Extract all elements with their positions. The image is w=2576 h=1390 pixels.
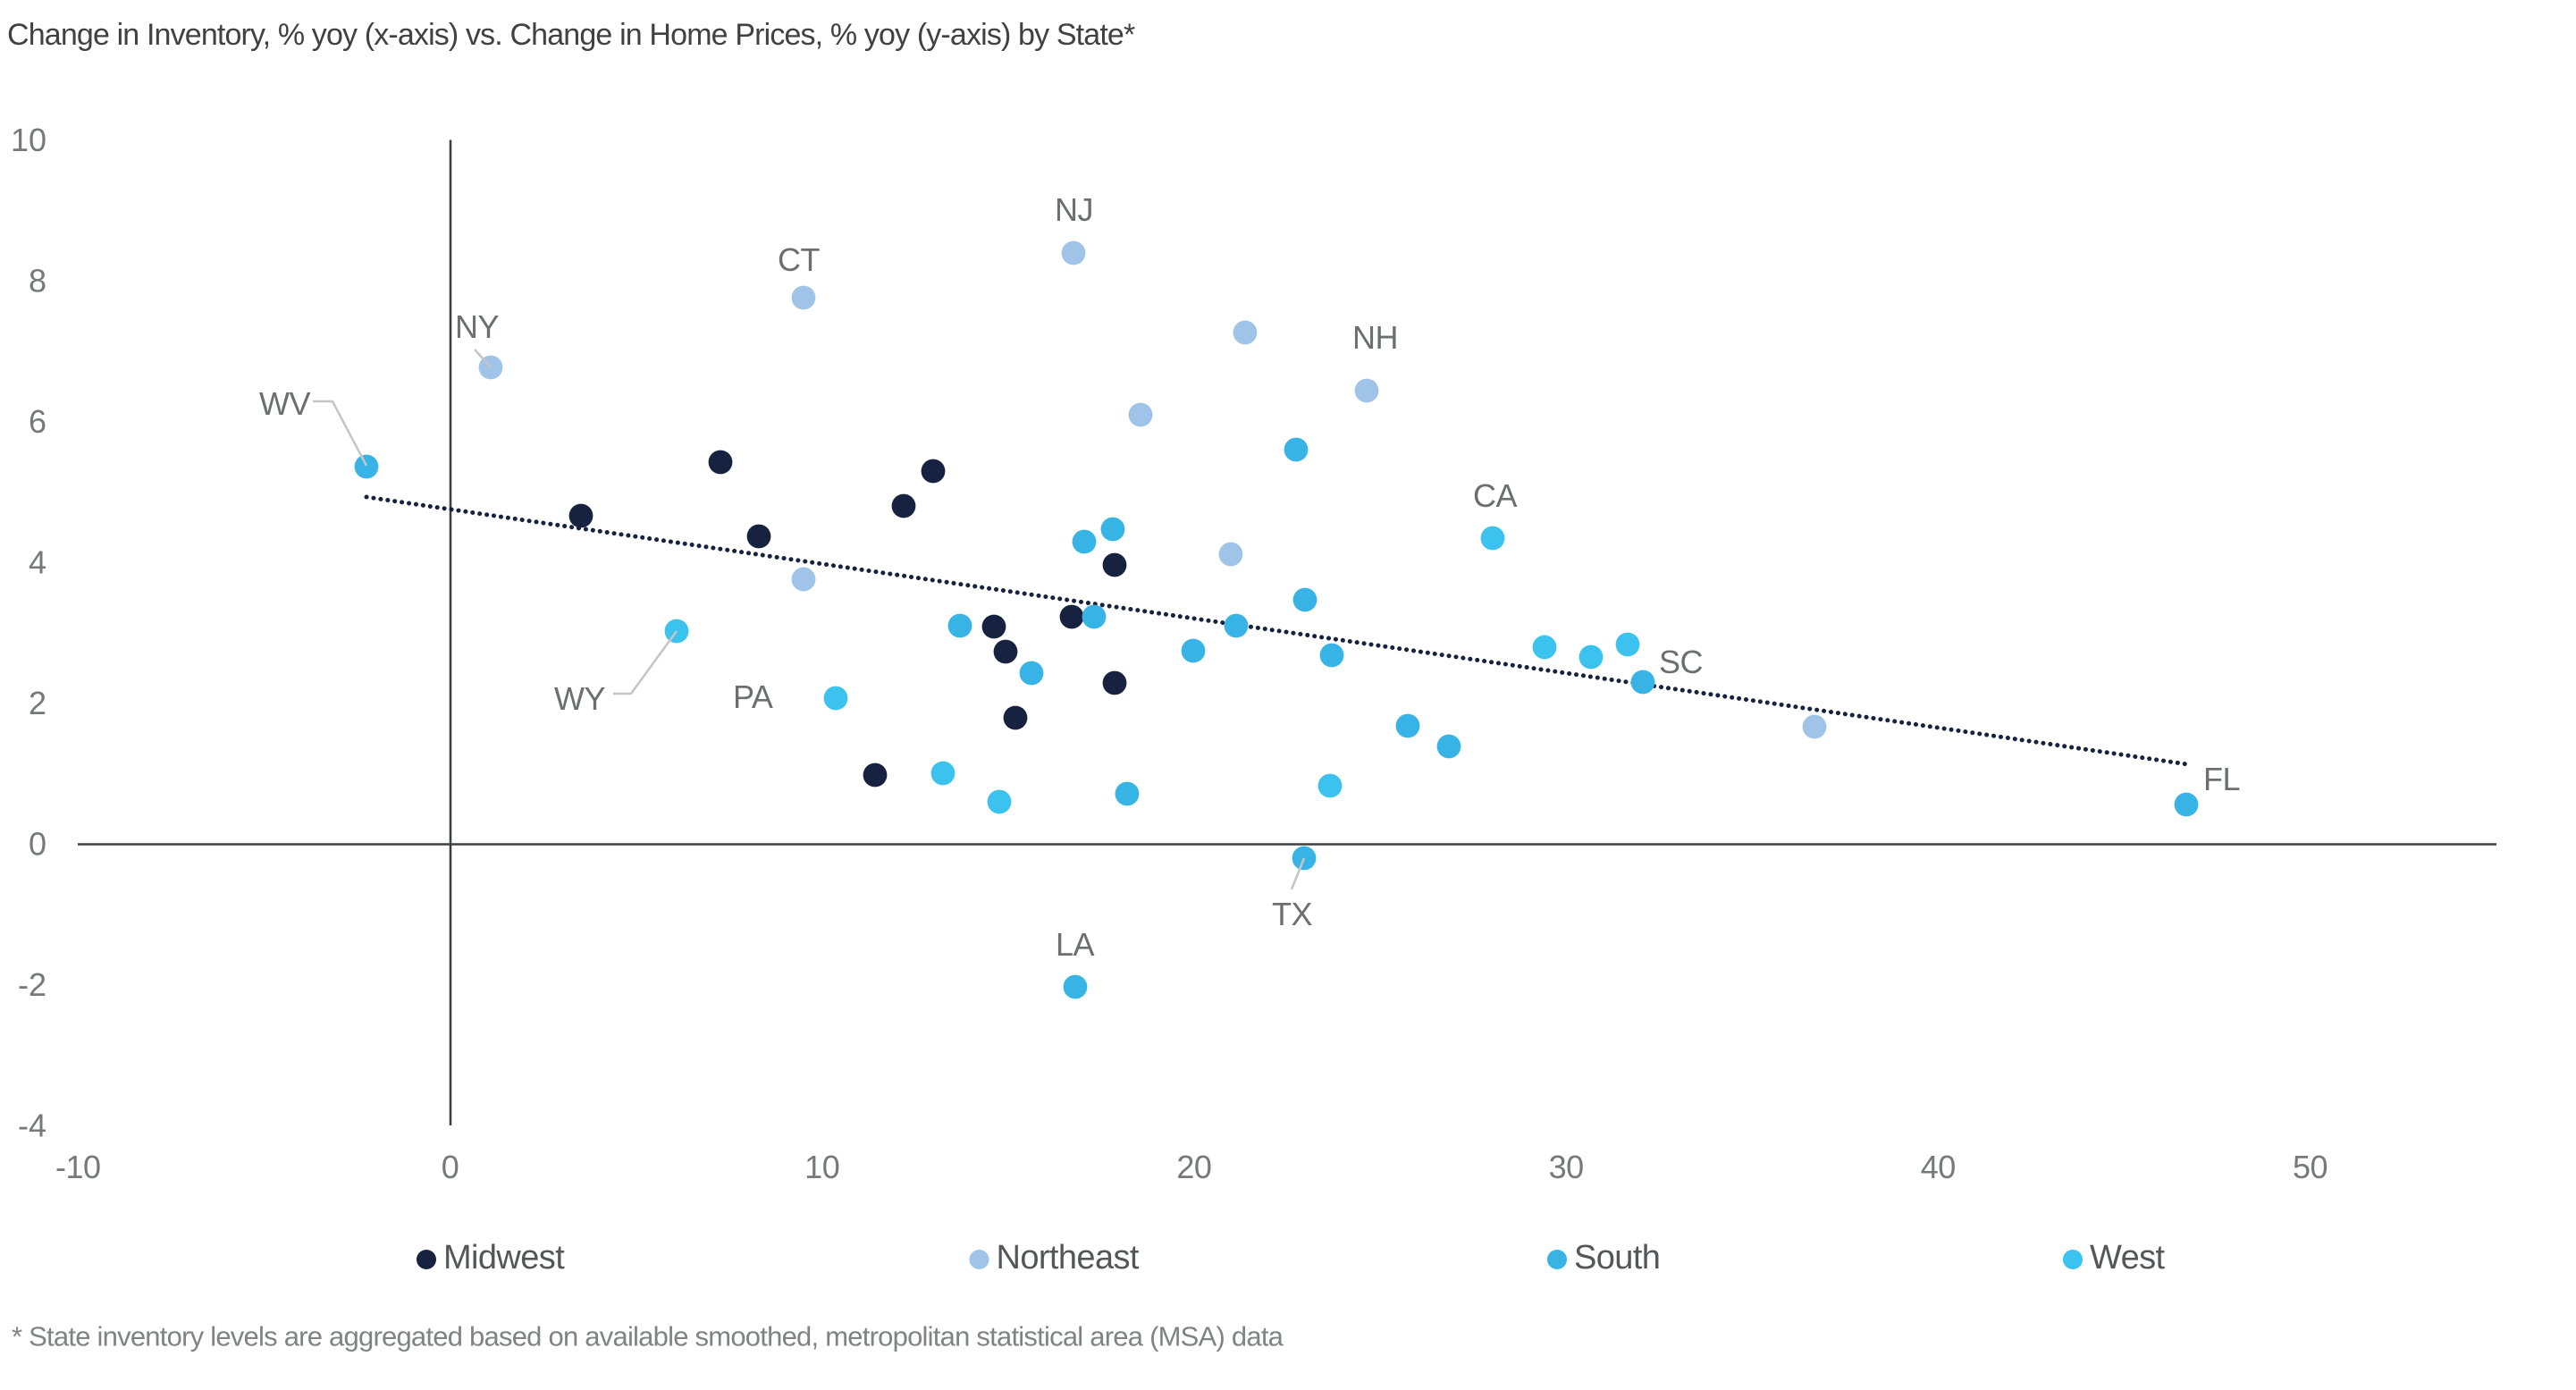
svg-text:8: 8	[29, 263, 46, 299]
svg-text:Northeast: Northeast	[997, 1239, 1140, 1276]
svg-text:-2: -2	[18, 966, 46, 1003]
svg-text:30: 30	[1549, 1149, 1584, 1185]
svg-text:Change in Inventory, % yoy (x-: Change in Inventory, % yoy (x-axis) vs. …	[7, 18, 1135, 52]
svg-text:WY: WY	[554, 680, 605, 717]
svg-text:20: 20	[1176, 1149, 1211, 1185]
svg-text:TX: TX	[1272, 896, 1312, 932]
svg-text:6: 6	[29, 403, 46, 440]
svg-text:West: West	[2090, 1239, 2166, 1276]
svg-text:NJ: NJ	[1055, 191, 1093, 228]
svg-text:10: 10	[11, 122, 46, 158]
svg-text:40: 40	[1921, 1149, 1956, 1185]
svg-text:FL: FL	[2203, 761, 2240, 797]
svg-text:4: 4	[29, 544, 46, 581]
svg-text:2: 2	[29, 685, 46, 721]
svg-text:NY: NY	[455, 308, 499, 345]
svg-text:PA: PA	[733, 678, 773, 715]
svg-text:50: 50	[2293, 1149, 2328, 1185]
svg-text:South: South	[1574, 1239, 1660, 1276]
svg-text:-10: -10	[55, 1149, 101, 1185]
svg-text:-4: -4	[18, 1108, 46, 1144]
svg-text:10: 10	[804, 1149, 839, 1185]
svg-text:WV: WV	[259, 385, 310, 422]
svg-text:SC: SC	[1659, 644, 1703, 680]
svg-text:0: 0	[29, 826, 46, 863]
svg-text:* State inventory levels are a: * State inventory levels are aggregated …	[12, 1321, 1284, 1352]
svg-text:NH: NH	[1352, 319, 1398, 356]
svg-text:0: 0	[442, 1149, 459, 1185]
svg-text:LA: LA	[1056, 926, 1095, 963]
svg-text:Midwest: Midwest	[443, 1239, 565, 1276]
svg-text:CA: CA	[1473, 477, 1517, 514]
svg-text:CT: CT	[778, 241, 820, 278]
